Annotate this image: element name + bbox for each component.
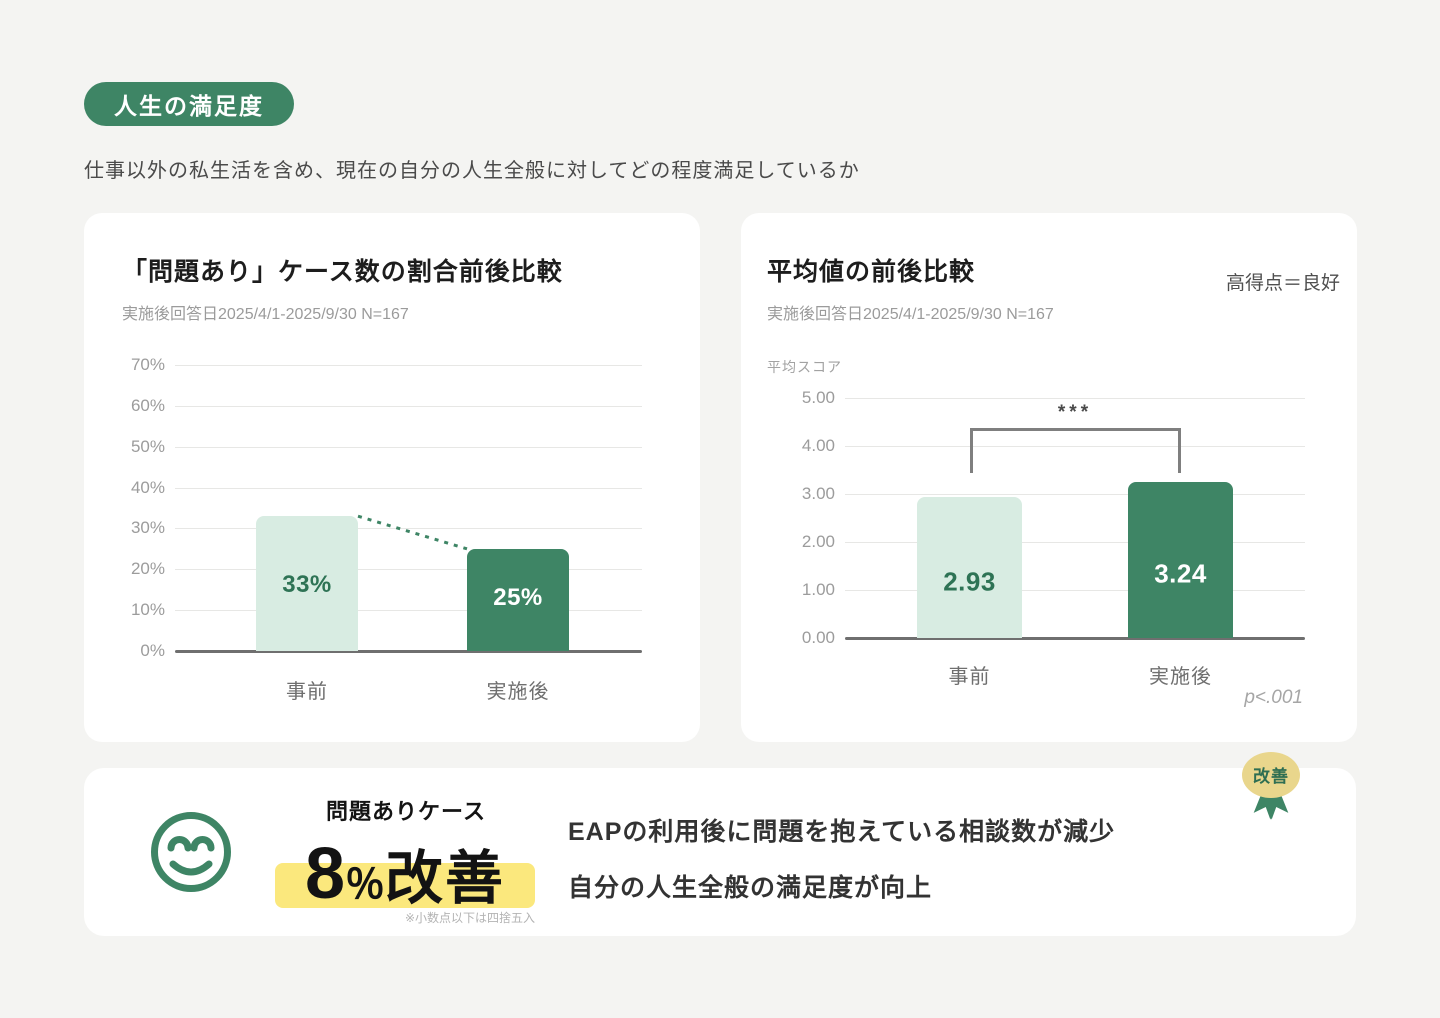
y-tick-label: 50%	[130, 436, 165, 456]
p-value-note: p<.001	[1244, 687, 1303, 708]
significance-bracket	[969, 428, 1181, 473]
y-axis-title: 平均スコア	[767, 359, 842, 375]
significance-stars: ***	[1057, 402, 1093, 423]
mean-score-bar-chart: 5.00 4.00 3.00 2.00 1.00 0.00 2.93 事前 3.24 実施後 ***	[741, 213, 1357, 742]
grid-line	[845, 446, 1305, 447]
problem-ratio-bar-chart: 70% 60% 50% 40% 30% 20% 10% 0% 33% 事前 25% 実施後	[84, 213, 700, 742]
y-tick-label: 0.00	[801, 628, 835, 647]
page-subtitle: 仕事以外の私生活を含め、現在の自分の人生全般に対してどの程度満足しているか	[84, 160, 860, 182]
y-tick-label: 70%	[130, 355, 165, 374]
grid-line	[175, 569, 642, 571]
y-tick-label: 0%	[140, 641, 165, 660]
grid-line	[845, 542, 1305, 543]
grid-line	[175, 365, 642, 366]
x-category-label: 実施後	[486, 681, 550, 703]
y-tick-label: 20%	[130, 559, 165, 579]
chart-title: 「問題あり」ケース数の割合前後比較	[122, 258, 563, 286]
y-tick-label: 30%	[130, 518, 165, 538]
chart-subtitle: 実施後回答日2025/4/1-2025/9/30 N=167	[122, 306, 409, 323]
trend-connector-line	[357, 514, 468, 551]
grid-line	[175, 487, 642, 489]
improvement-value: 8 ％改善	[230, 838, 580, 910]
y-tick-label: 10%	[130, 600, 165, 620]
grid-line	[175, 610, 642, 612]
x-category-label: 事前	[948, 666, 991, 688]
yellow-highlight-bar	[275, 863, 535, 908]
smiley-icon	[151, 812, 231, 892]
grid-line	[845, 398, 1305, 399]
y-tick-label: 1.00	[801, 580, 835, 599]
x-axis-line	[175, 650, 642, 653]
rounding-footnote: ※小数点以下は四捨五入	[404, 911, 535, 925]
bar	[1128, 482, 1233, 638]
section-badge: 人生の満足度	[84, 82, 294, 126]
score-direction-note: 高得点＝良好	[1225, 273, 1340, 294]
ribbon-icon: 改善	[1242, 752, 1300, 820]
grid-line	[175, 405, 642, 407]
bar-value-label: 3.24	[1154, 558, 1207, 589]
bar-value-label: 2.93	[943, 566, 996, 597]
y-tick-label: 2.00	[801, 532, 835, 551]
summary-card: 問題ありケース 8 ％改善 ※小数点以下は四捨五入 EAPの利用後に問題を抱えてい…	[84, 752, 1356, 936]
summary-point: 自分の人生全般の満足度が向上	[568, 874, 933, 902]
y-tick-label: 4.00	[801, 436, 835, 455]
y-tick-label: 3.00	[801, 484, 835, 503]
grid-line	[175, 528, 642, 530]
y-tick-label: 60%	[130, 395, 165, 415]
chart-title: 平均値の前後比較	[767, 258, 976, 286]
chart-subtitle: 実施後回答日2025/4/1-2025/9/30 N=167	[767, 306, 1054, 323]
x-axis-line	[845, 637, 1305, 640]
bar	[256, 516, 358, 651]
improvement-metric-label: 問題ありケース	[326, 799, 486, 824]
grid-line	[845, 590, 1305, 591]
x-category-label: 事前	[286, 681, 328, 703]
improvement-percent-sign: ％	[345, 863, 386, 907]
ribbon-label: 改善	[1253, 766, 1289, 786]
grid-line	[175, 446, 642, 448]
ratio-chart-card: 「問題あり」ケース数の割合前後比較 実施後回答日2025/4/1-2025/9/…	[84, 213, 700, 742]
bar-value-label: 25%	[493, 584, 543, 611]
bar-value-label: 33%	[282, 571, 332, 598]
improvement-ribbon-badge: 改善	[1239, 752, 1303, 828]
improvement-number: 8	[304, 834, 346, 914]
x-category-label: 実施後	[1149, 666, 1212, 688]
bar	[917, 497, 1022, 638]
summary-point: EAPの利用後に問題を抱えている相談数が減少	[568, 818, 1116, 846]
section-badge-label: 人生の満足度	[114, 93, 264, 119]
y-tick-label: 40%	[130, 477, 165, 497]
grid-line	[845, 494, 1305, 495]
mean-chart-card: 平均値の前後比較 高得点＝良好 実施後回答日2025/4/1-2025/9/30…	[741, 213, 1357, 742]
y-tick-label: 5.00	[801, 388, 835, 407]
bar	[467, 548, 569, 651]
improvement-word: 改善	[385, 846, 506, 911]
